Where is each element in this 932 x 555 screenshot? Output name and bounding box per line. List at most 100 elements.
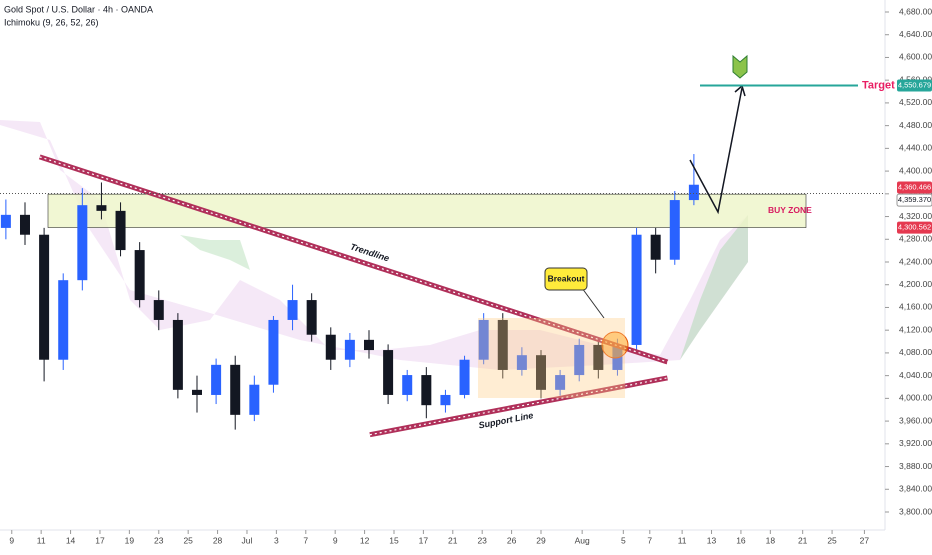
- y-tick-label: 4,320.000: [899, 211, 932, 221]
- y-tick-label: 4,000.000: [899, 393, 932, 403]
- candle-body: [134, 250, 145, 301]
- candle-body: [593, 344, 604, 370]
- x-tick-label: 7: [303, 535, 308, 545]
- trend-line-dash: [369, 377, 668, 436]
- y-tick-label: 3,840.000: [899, 484, 932, 494]
- y-tick-label: 4,440.000: [899, 143, 932, 153]
- candle-body: [440, 394, 451, 406]
- x-tick-label: 23: [477, 535, 487, 545]
- candle-body: [306, 300, 317, 335]
- candle-body: [287, 300, 298, 320]
- candle-body: [39, 234, 50, 360]
- candle-body: [535, 355, 546, 390]
- y-tick-label: 4,560.000: [899, 74, 932, 84]
- x-tick-label: 14: [66, 535, 76, 545]
- candle-body: [325, 334, 336, 360]
- candle-body: [19, 214, 30, 235]
- x-tick-label: 15: [389, 535, 399, 545]
- y-tick-label: 4,280.000: [899, 234, 932, 244]
- candle-body: [96, 205, 107, 211]
- target-icon: [732, 54, 748, 79]
- zone-high-tag: [896, 193, 932, 207]
- x-tick-label: Jul: [242, 535, 253, 545]
- trend-line-dash: [39, 156, 668, 363]
- x-tick-label: 21: [798, 535, 808, 545]
- breakout-label: Breakout: [548, 273, 585, 283]
- x-tick-label: 16: [736, 535, 746, 545]
- x-tick-label: 23: [154, 535, 164, 545]
- y-tick-label: 4,080.000: [899, 347, 932, 357]
- x-tick-label: 3: [274, 535, 279, 545]
- x-tick-label: 17: [419, 535, 429, 545]
- breakout-area: [478, 318, 625, 398]
- candle-body: [230, 364, 241, 415]
- candle-body: [555, 375, 566, 390]
- x-tick-label: 9: [9, 535, 14, 545]
- candle-body: [191, 389, 202, 395]
- x-tick-label: 11: [678, 535, 687, 545]
- y-tick-label: 3,880.000: [899, 461, 932, 471]
- chart-title: Gold Spot / U.S. Dollar · 4h · OANDA: [4, 4, 153, 14]
- x-tick-label: 28: [213, 535, 223, 545]
- x-tick-label: Aug: [575, 535, 590, 545]
- y-tick-label: 4,120.000: [899, 324, 932, 334]
- ichimoku-cloud: [0, 120, 748, 370]
- last-price-tag: [897, 181, 932, 194]
- x-tick-label: 26: [507, 535, 517, 545]
- zone-low-tag-label: 4,300.562: [898, 223, 931, 232]
- x-tick-label: 12: [360, 535, 370, 545]
- x-tick-label: 25: [827, 535, 837, 545]
- target-label: Target: [862, 79, 895, 91]
- y-tick-label: 4,480.000: [899, 120, 932, 130]
- candle-body: [153, 300, 164, 320]
- candle-body: [688, 184, 699, 201]
- candle-body: [650, 234, 661, 260]
- y-tick-label: 4,680.000: [899, 6, 932, 16]
- x-tick-label: 11: [37, 535, 46, 545]
- y-tick-label: 4,400.000: [899, 165, 932, 175]
- candle-body: [383, 350, 394, 395]
- breakout-circle: [601, 331, 629, 359]
- candle-body: [344, 339, 355, 360]
- candle-body: [363, 339, 374, 351]
- x-tick-label: 17: [95, 535, 105, 545]
- x-tick-label: 9: [333, 535, 338, 545]
- candle-body: [172, 319, 183, 390]
- x-tick-label: 5: [621, 535, 626, 545]
- x-tick-label: 18: [766, 535, 776, 545]
- candle-body: [211, 364, 222, 395]
- indicator-label: Ichimoku (9, 26, 52, 26): [4, 17, 99, 27]
- y-tick-label: 4,160.000: [899, 302, 932, 312]
- x-tick-label: 13: [707, 535, 717, 545]
- zone-low-tag: [897, 221, 932, 234]
- x-tick-label: 25: [183, 535, 193, 545]
- y-tick-label: 3,800.000: [899, 506, 932, 516]
- candle-body: [402, 375, 413, 395]
- x-tick-label: 7: [647, 535, 652, 545]
- y-tick-label: 3,960.000: [899, 415, 932, 425]
- y-tick-label: 4,520.000: [899, 97, 932, 107]
- x-tick-label: 29: [536, 535, 546, 545]
- candle-body: [497, 319, 508, 370]
- candle-body: [669, 200, 680, 260]
- y-tick-label: 3,920.000: [899, 438, 932, 448]
- last-price-tag-label: 4,360.466: [898, 183, 931, 192]
- candle-body: [58, 280, 69, 360]
- candle-body: [631, 234, 642, 345]
- candle-body: [268, 319, 279, 385]
- target-tag-label: 4,550.679: [898, 80, 931, 89]
- candle-body: [0, 214, 11, 228]
- y-tick-label: 4,640.000: [899, 29, 932, 39]
- buy-zone-label: BUY ZONE: [768, 205, 812, 215]
- y-tick-label: 4,200.000: [899, 279, 932, 289]
- candle-body: [478, 319, 489, 360]
- x-tick-label: 19: [125, 535, 135, 545]
- y-tick-label: 4,240.000: [899, 256, 932, 266]
- projection: [689, 87, 743, 215]
- candle-body: [574, 344, 585, 376]
- candle-body: [115, 210, 126, 251]
- callout-pointer: [581, 287, 605, 319]
- candle-body: [77, 205, 88, 281]
